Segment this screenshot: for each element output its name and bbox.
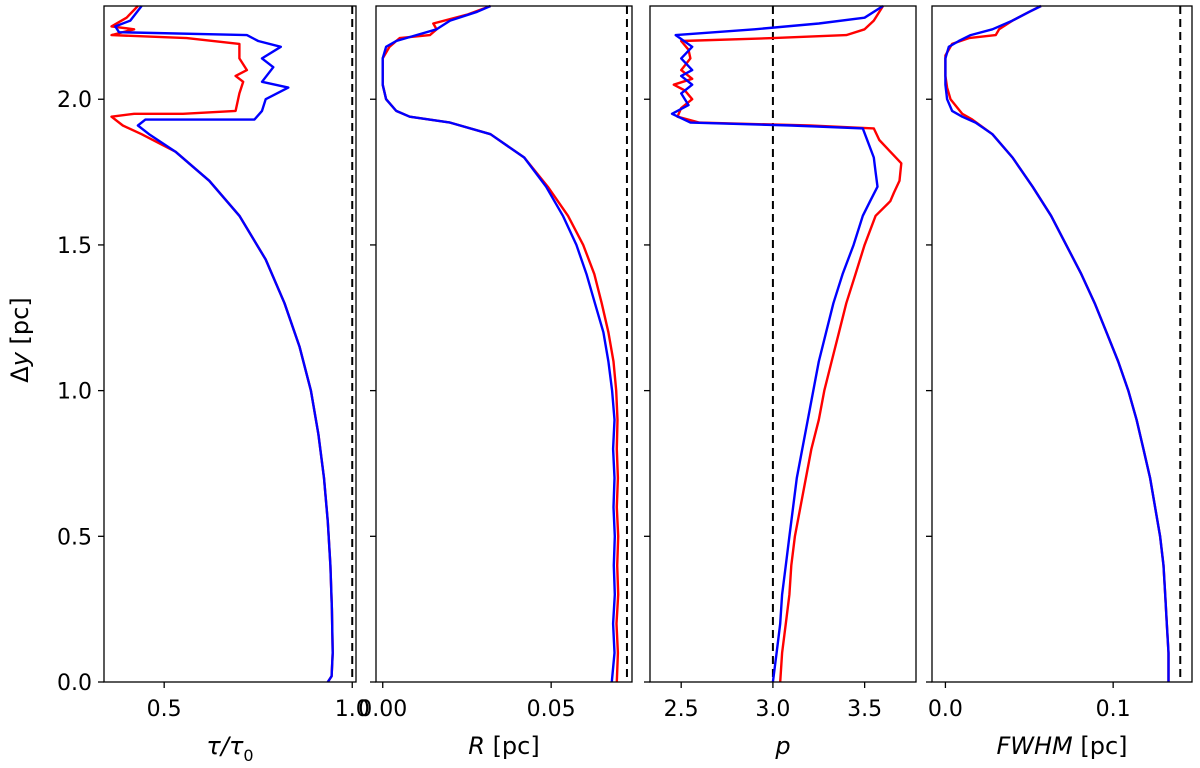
panel-tau-series-blue xyxy=(114,5,334,683)
panel-R-series-blue xyxy=(381,4,616,683)
panel-fwhm-xtick-label: 0.0 xyxy=(928,697,963,722)
panel-tau-marks: 0.0 0.5 1.0 1.5 2.0 0.5 1.0 xyxy=(57,5,370,722)
panel-fwhm-frame xyxy=(931,5,1193,683)
panel-p-xtick-label: 3.0 xyxy=(755,697,790,722)
panel-p-frame xyxy=(649,5,917,683)
panel-fwhm-xtick-label: 0.1 xyxy=(1096,697,1131,722)
panel-R-xlabel: R [pc] xyxy=(468,732,539,760)
panel-tau-xlabel: τ/τ0 xyxy=(206,732,253,765)
panel-R-xtick-label: 0.05 xyxy=(527,697,576,722)
panel-tau-xtick-label: 0.5 xyxy=(147,697,182,722)
panel-fwhm-xlabel: FWHM [pc] xyxy=(996,732,1127,760)
panel-p-xtick-label: 3.5 xyxy=(847,697,882,722)
panel-R-frame xyxy=(375,5,633,683)
panel-p-xlabel: p xyxy=(774,732,790,760)
y-tick-label: 2.0 xyxy=(57,88,92,113)
y-tick-label: 0.5 xyxy=(57,525,92,550)
panel-tau-xtick-label: 1.0 xyxy=(335,697,370,722)
panel-p-series-blue xyxy=(670,4,884,683)
panel-p-marks: 2.5 3.0 3.5 xyxy=(644,4,903,722)
y-tick-label: 0.0 xyxy=(57,671,92,696)
panel-fwhm-series-red xyxy=(944,4,1170,682)
y-tick-label: 1.5 xyxy=(57,234,92,259)
panel-p: 2.5 3.0 3.5 p xyxy=(644,4,917,760)
y-tick-label: 1.0 xyxy=(57,380,92,405)
panel-fwhm-series-blue xyxy=(944,4,1170,682)
panel-tau-frame xyxy=(103,5,357,683)
y-axis-label: Δy [pc] xyxy=(6,297,34,382)
panel-fwhm: 0.0 0.1 FWHM [pc] xyxy=(926,4,1193,760)
panel-R-xtick-label: 0.00 xyxy=(358,697,407,722)
panel-R-marks: 0.00 0.05 xyxy=(358,4,628,722)
panel-fwhm-marks: 0.0 0.1 xyxy=(926,4,1182,722)
panel-R-series-red xyxy=(381,4,620,683)
panel-p-xtick-label: 2.5 xyxy=(664,697,699,722)
panel-tau: 0.0 0.5 1.0 1.5 2.0 0.5 1.0 τ/τ0 xyxy=(57,5,370,765)
panel-R: 0.00 0.05 R [pc] xyxy=(358,4,633,760)
panel-p-series-red xyxy=(672,5,903,683)
